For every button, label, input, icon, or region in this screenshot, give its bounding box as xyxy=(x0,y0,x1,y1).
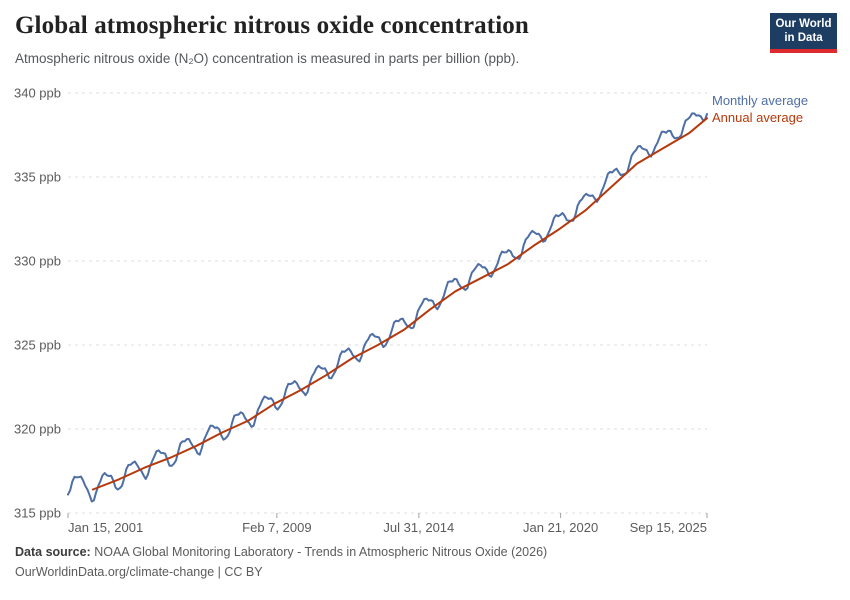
series-line-monthly-average[interactable] xyxy=(67,112,708,503)
y-axis-label: 335 ppb xyxy=(14,170,61,185)
chart-footer: Data source: NOAA Global Monitoring Labo… xyxy=(15,542,547,582)
x-axis-label: Sep 15, 2025 xyxy=(630,520,707,535)
footer-separator: | xyxy=(217,565,221,579)
y-axis-label: 330 ppb xyxy=(14,254,61,269)
data-source-label: Data source: xyxy=(15,545,91,559)
x-axis-label: Jul 31, 2014 xyxy=(383,520,454,535)
license-line: OurWorldinData.org/climate-change | CC B… xyxy=(15,562,547,582)
chart-subtitle: Atmospheric nitrous oxide (N₂O) concentr… xyxy=(15,51,520,66)
owid-logo[interactable]: Our World in Data xyxy=(770,13,837,54)
page-title: Global atmospheric nitrous oxide concent… xyxy=(15,12,529,39)
y-axis-label: 325 ppb xyxy=(14,338,61,353)
y-axis-label: 315 ppb xyxy=(14,506,61,521)
series-layer xyxy=(67,112,708,503)
owid-url-link[interactable]: OurWorldinData.org/climate-change xyxy=(15,565,215,579)
legend-monthly-average[interactable]: Monthly average xyxy=(712,93,809,109)
data-source-text: NOAA Global Monitoring Laboratory - Tren… xyxy=(94,545,548,559)
owid-logo-line2: in Data xyxy=(784,31,823,44)
x-axis-label: Jan 21, 2020 xyxy=(523,520,598,535)
x-axis-label: Jan 15, 2001 xyxy=(68,520,143,535)
y-axis-label: 320 ppb xyxy=(14,422,61,437)
axis-layer: 315 ppb 320 ppb 325 ppb 330 ppb 335 ppb 340 p… xyxy=(14,86,708,535)
legend-annual-average[interactable]: Annual average xyxy=(712,110,804,126)
x-axis-label: Feb 7, 2009 xyxy=(242,520,311,535)
grid-layer xyxy=(68,92,707,514)
series-line-annual-average[interactable] xyxy=(91,117,708,491)
y-axis-label: 340 ppb xyxy=(14,86,61,101)
license-label: CC BY xyxy=(224,565,263,579)
data-source-line: Data source: NOAA Global Monitoring Labo… xyxy=(15,542,547,562)
owid-logo-line1: Our World xyxy=(775,18,832,30)
